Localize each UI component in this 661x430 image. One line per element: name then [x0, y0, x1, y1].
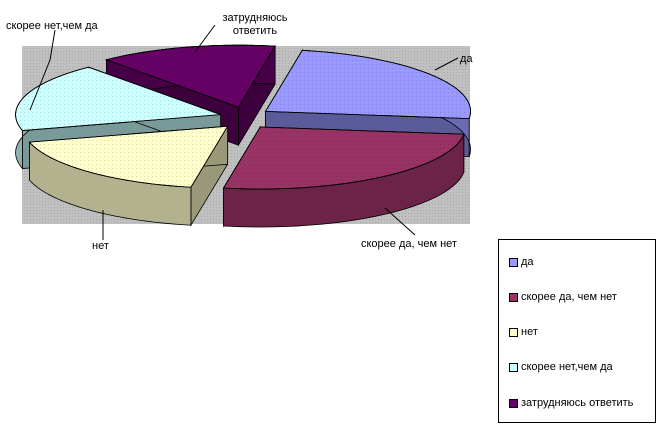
slice-top-texture — [15, 66, 221, 131]
data-label-da: да — [460, 53, 473, 65]
legend-swatch — [509, 327, 518, 337]
legend-item-da: да — [509, 256, 534, 268]
legend-label: скорее да, чем нет — [521, 291, 617, 303]
slice-top-texture — [105, 44, 276, 108]
pie-slice-2 — [28, 124, 229, 227]
legend-item-skoree-da: скорее да, чем нет — [509, 291, 617, 303]
data-label-zatrudnyayus-text: затрудняюсь ответить — [222, 12, 288, 37]
slice-top-texture — [28, 125, 229, 188]
leader-line — [49, 29, 56, 61]
legend-label: нет — [521, 326, 538, 338]
leader-line — [384, 207, 416, 236]
legend-item-skoree-net: скорее нет,чем да — [509, 361, 613, 373]
legend-label: затрудняюсь ответить — [521, 397, 634, 409]
slice-top-texture — [222, 126, 465, 190]
legend-swatch — [509, 292, 518, 302]
data-label-skoree-da: скорее да, чем нет — [361, 238, 457, 250]
pie-slice-1 — [222, 125, 465, 228]
legend-swatch — [509, 257, 518, 267]
data-label-zatrudnyayus: затрудняюсь ответить — [210, 12, 300, 38]
leader-line — [29, 59, 51, 111]
legend-item-zatrudnyayus: затрудняюсь ответить — [509, 397, 633, 409]
data-label-skoree-net: скорее нет,чем да — [6, 20, 98, 32]
legend-label: скорее нет,чем да — [521, 361, 613, 373]
legend-item-net: нет — [509, 326, 538, 338]
slice-top-texture — [264, 49, 471, 119]
data-label-net: нет — [92, 240, 109, 252]
legend: да скорее да, чем нет нет скорее нет,чем… — [498, 239, 656, 423]
legend-swatch — [509, 398, 518, 408]
legend-label: да — [521, 256, 534, 268]
leader-line — [434, 57, 459, 71]
legend-swatch — [509, 362, 518, 372]
leader-line — [194, 24, 216, 53]
